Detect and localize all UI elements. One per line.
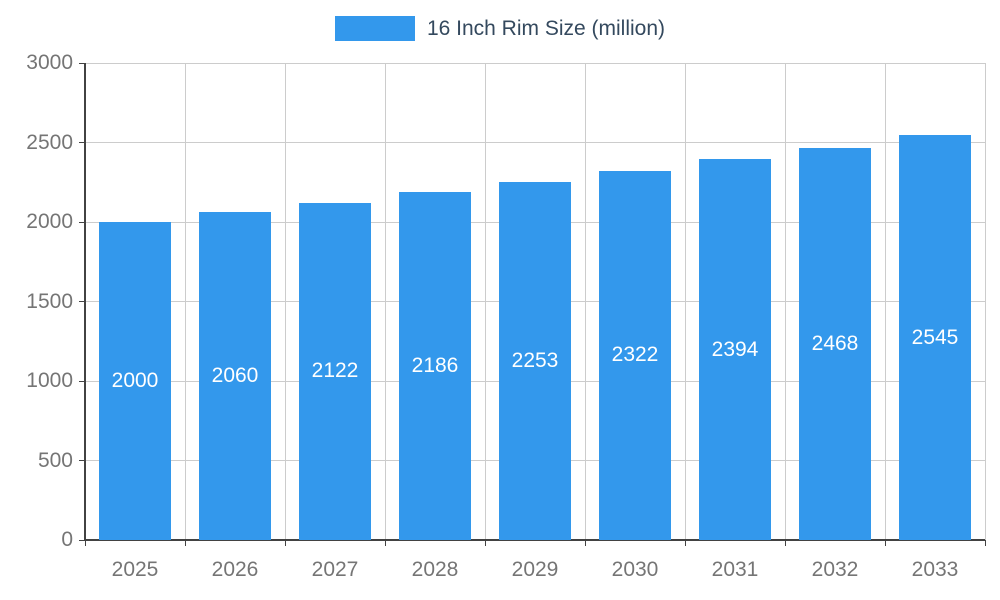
v-grid-line bbox=[584, 63, 586, 540]
x-tick-mark bbox=[884, 540, 886, 546]
x-tick-label: 2031 bbox=[711, 558, 759, 581]
bar[interactable]: 2545 bbox=[899, 135, 971, 540]
h-grid-line bbox=[85, 62, 985, 64]
v-grid-line bbox=[284, 63, 286, 540]
bar-value-label: 2060 bbox=[211, 364, 259, 388]
x-tick-label: 2025 bbox=[111, 558, 159, 581]
y-tick-mark bbox=[79, 460, 85, 461]
bar[interactable]: 2186 bbox=[399, 192, 471, 540]
x-tick-label: 2032 bbox=[811, 558, 859, 581]
y-tick-label: 3000 bbox=[26, 51, 73, 74]
h-grid-line bbox=[85, 142, 985, 143]
legend-swatch-icon bbox=[334, 16, 415, 41]
x-tick-mark bbox=[984, 540, 986, 546]
v-grid-line bbox=[484, 63, 486, 540]
x-tick-label: 2026 bbox=[211, 558, 259, 581]
x-tick-mark bbox=[384, 540, 386, 546]
x-tick-mark bbox=[484, 540, 486, 546]
y-tick-mark bbox=[79, 62, 85, 64]
bar-value-label: 2322 bbox=[611, 343, 659, 367]
bar-value-label: 2122 bbox=[311, 359, 359, 383]
x-tick-mark bbox=[184, 540, 186, 546]
bar-value-label: 2468 bbox=[811, 331, 859, 355]
x-axis-line bbox=[85, 539, 985, 541]
y-tick-label: 1500 bbox=[26, 289, 73, 313]
v-grid-line bbox=[384, 63, 386, 540]
bar[interactable]: 2000 bbox=[99, 222, 171, 540]
bar[interactable]: 2253 bbox=[499, 181, 571, 540]
v-grid-line bbox=[884, 63, 886, 540]
x-tick-label: 2030 bbox=[611, 558, 659, 581]
x-tick-mark bbox=[684, 540, 686, 546]
plot-area: 2000 2060 2122 2186 2253 2322 2394 2468 2545 bbox=[79, 62, 986, 546]
x-tick-label: 2028 bbox=[411, 558, 459, 581]
bar[interactable]: 2122 bbox=[299, 202, 371, 540]
x-tick-mark bbox=[584, 540, 586, 546]
y-axis-line bbox=[84, 63, 86, 540]
bar-value-label: 2394 bbox=[711, 337, 759, 361]
x-tick-label: 2027 bbox=[311, 558, 359, 581]
legend-label: 16 Inch Rim Size (million) bbox=[426, 17, 666, 40]
bar-value-label: 2000 bbox=[111, 369, 159, 392]
v-grid-line bbox=[184, 63, 186, 540]
y-tick-label: 2500 bbox=[26, 130, 73, 154]
y-tick-mark bbox=[79, 301, 85, 302]
bar[interactable]: 2322 bbox=[599, 170, 671, 540]
bar[interactable]: 2060 bbox=[199, 212, 271, 540]
y-tick-label: 500 bbox=[37, 448, 73, 472]
legend[interactable]: 16 Inch Rim Size (million) bbox=[0, 16, 1000, 41]
y-tick-label: 1000 bbox=[26, 369, 73, 392]
y-tick-mark bbox=[79, 142, 85, 143]
x-tick-mark bbox=[784, 540, 786, 546]
bar[interactable]: 2394 bbox=[699, 159, 771, 540]
x-tick-label: 2029 bbox=[511, 558, 559, 581]
y-tick-mark bbox=[79, 380, 85, 382]
bar[interactable]: 2468 bbox=[799, 147, 871, 540]
bar-value-label: 2253 bbox=[511, 348, 559, 372]
x-tick-mark bbox=[284, 540, 286, 546]
y-tick-label: 2000 bbox=[26, 210, 73, 233]
y-tick-mark bbox=[79, 221, 85, 223]
y-tick-mark bbox=[79, 539, 85, 541]
x-tick-label: 2033 bbox=[911, 558, 959, 581]
y-tick-label: 0 bbox=[61, 528, 73, 551]
x-tick-mark bbox=[84, 540, 86, 546]
bar-value-label: 2186 bbox=[411, 354, 459, 378]
v-grid-line bbox=[784, 63, 786, 540]
v-grid-line bbox=[984, 63, 986, 540]
v-grid-line bbox=[684, 63, 686, 540]
bar-value-label: 2545 bbox=[911, 325, 959, 349]
